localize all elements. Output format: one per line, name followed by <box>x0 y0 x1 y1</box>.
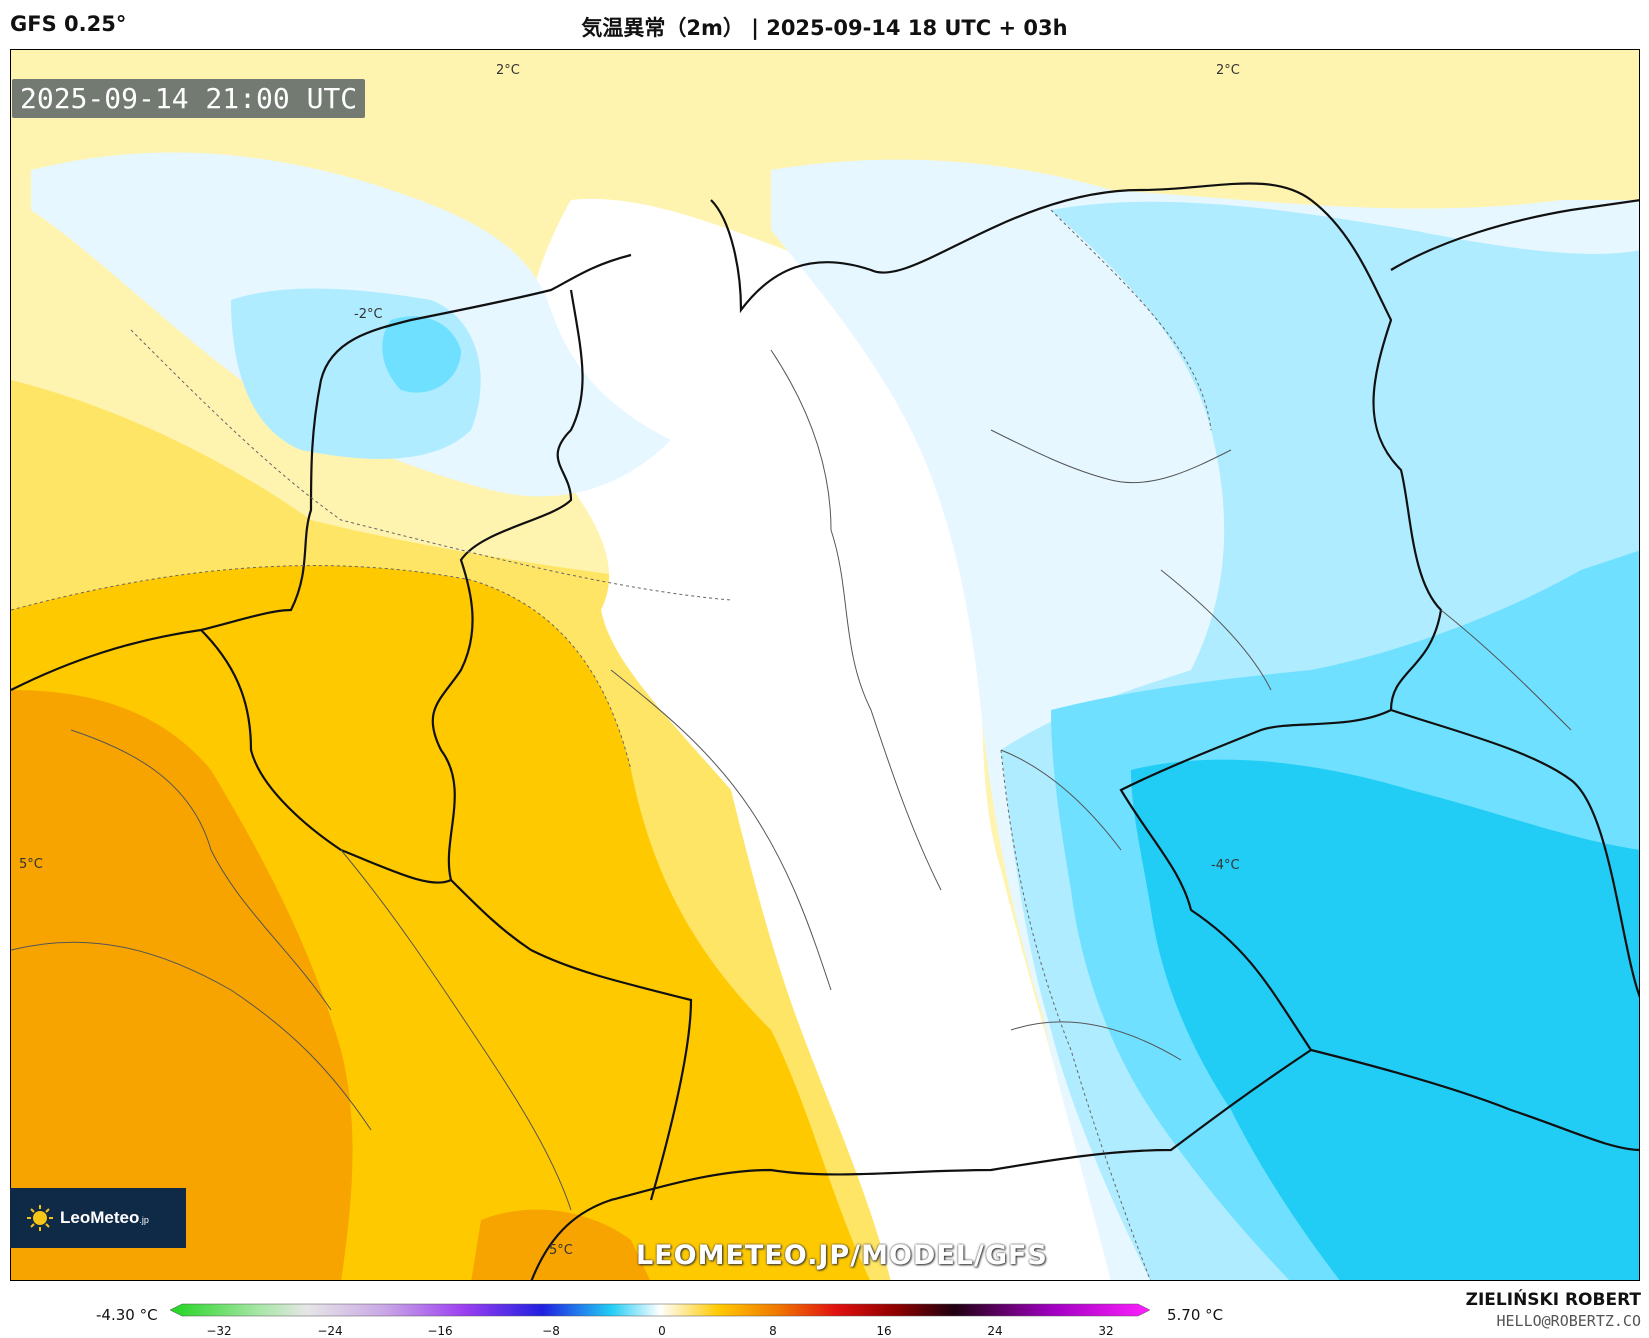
leometeo-logo: LeoMeteo.jp <box>10 1188 186 1248</box>
colorbar-tick: 32 <box>1098 1324 1114 1338</box>
model-name: GFS 0.25° <box>10 12 127 36</box>
colorbar <box>170 1303 1150 1317</box>
colorbar-tick: −8 <box>542 1324 560 1338</box>
contour-label: 5°C <box>549 1243 573 1258</box>
regional-borders <box>11 349 1572 1211</box>
cool-zone-mid-nl <box>382 316 461 393</box>
warm-zone-dark-south <box>471 1209 651 1280</box>
map-title: 気温異常（2m） | 2025-09-14 18 UTC + 03h <box>581 16 1068 40</box>
contour-label: 2°C <box>1216 63 1240 78</box>
contour-label: -4°C <box>1211 858 1240 873</box>
colorbar-tick: −16 <box>427 1324 453 1338</box>
valid-time-badge: 2025-09-14 21:00 UTC <box>12 79 366 118</box>
map-canvas <box>11 50 1639 1280</box>
contour-label: 5°C <box>19 857 43 872</box>
warm-zone-dark <box>11 690 353 1280</box>
country-borders <box>11 182 1639 1280</box>
colorbar-tick: 0 <box>658 1324 666 1338</box>
source-watermark: LEOMETEO.JP/MODEL/GFS <box>636 1240 1048 1271</box>
logo-text: LeoMeteo.jp <box>60 1208 149 1227</box>
colorbar-tick: 8 <box>769 1324 777 1338</box>
colorbar-max-label: 5.70 °C <box>1167 1306 1224 1324</box>
temperature-anomaly-map: 2°C 2°C -2°C 5°C -4°C 5°C <box>10 49 1640 1281</box>
sun-icon <box>27 1205 53 1231</box>
author-email: HELLO@ROBERTZ.CO <box>1496 1312 1642 1330</box>
colorbar-min-label: -4.30 °C <box>96 1306 158 1324</box>
anomaly-contours <box>11 209 1212 1280</box>
colorbar-tick: −24 <box>317 1324 343 1338</box>
colorbar-tick: 24 <box>987 1324 1003 1338</box>
cool-zone-dark <box>1131 759 1639 1280</box>
colorbar-tick: 16 <box>876 1324 892 1338</box>
author-name: ZIELIŃSKI ROBERT <box>1465 1290 1641 1310</box>
contour-label: -2°C <box>354 307 383 322</box>
contour-label: 2°C <box>496 63 520 78</box>
colorbar-tick: −32 <box>206 1324 232 1338</box>
neutral-zone <box>523 198 1150 1280</box>
